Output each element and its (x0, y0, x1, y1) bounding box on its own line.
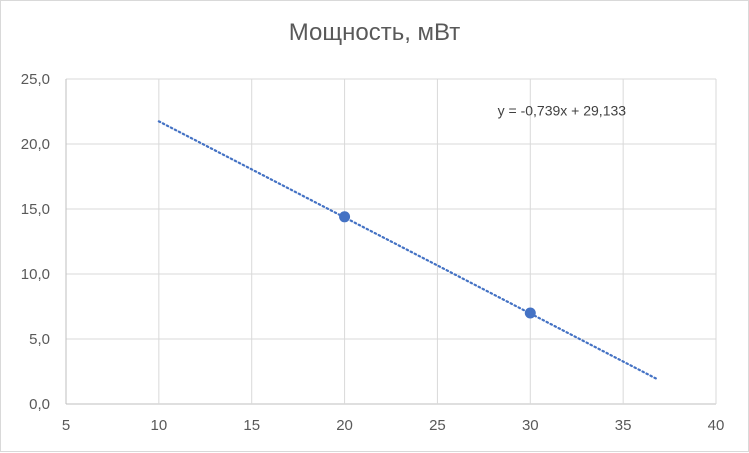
x-tick-label: 40 (708, 417, 725, 434)
x-tick-label: 35 (615, 417, 632, 434)
x-tick-label: 5 (62, 417, 70, 434)
data-point (524, 307, 536, 319)
x-tick-label: 25 (429, 417, 446, 434)
x-axis-tick-labels: 5 10 15 20 25 30 35 40 (62, 417, 725, 434)
y-tick-label: 20,0 (21, 136, 50, 153)
trendline-group (157, 120, 658, 380)
x-tick-label: 15 (243, 417, 260, 434)
x-tick-label: 30 (522, 417, 539, 434)
y-axis-tick-labels: 0,0 5,0 10,0 15,0 20,0 25,0 (21, 71, 50, 413)
x-tick-label: 20 (336, 417, 353, 434)
gridlines (65, 78, 717, 405)
data-point (339, 211, 351, 223)
trendline-equation: y = -0,739x + 29,133 (498, 102, 627, 118)
y-tick-label: 25,0 (21, 71, 50, 88)
y-tick-label: 15,0 (21, 201, 50, 218)
data-points (339, 211, 536, 319)
trendline-equation-group: y = -0,739x + 29,133 (498, 102, 627, 118)
y-tick-label: 0,0 (29, 396, 50, 413)
x-tick-label: 10 (151, 417, 168, 434)
chart-title: Мощность, мВт (288, 19, 461, 46)
trendline (157, 120, 658, 380)
y-tick-label: 5,0 (29, 331, 50, 348)
y-tick-label: 10,0 (21, 266, 50, 283)
